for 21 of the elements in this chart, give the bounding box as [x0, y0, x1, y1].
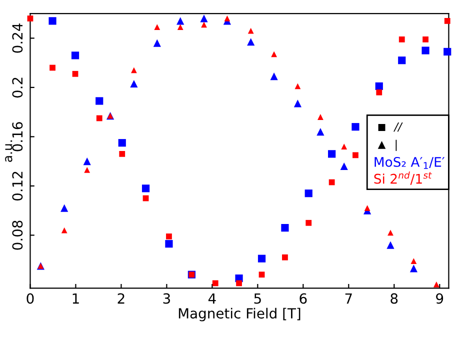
x-tick-label: 3	[163, 293, 170, 304]
annotation: MoS₂ A′$_{1}$/E′	[374, 156, 445, 169]
x-tick-label: 9	[436, 293, 444, 304]
x-tick-label: 6	[300, 293, 307, 304]
y-tick-label: 0.08	[12, 220, 23, 250]
annotation: //	[394, 122, 403, 132]
y-axis-title: a.u.	[5, 140, 12, 162]
y-tick-label: 0.12	[12, 172, 23, 200]
x-tick-label: 2	[118, 293, 124, 304]
annotation: |	[396, 140, 397, 151]
x-tick-label: 7	[345, 293, 352, 304]
x-tick-label: 8	[390, 293, 398, 304]
x-axis-title: Magnetic Field [T]	[178, 308, 300, 322]
x-tick-label: 0	[26, 293, 34, 304]
y-tick-label: 0.24	[12, 24, 23, 53]
x-tick-label: 1	[72, 293, 79, 304]
annotation: Si 2$^{nd}$/1$^{st}$	[374, 172, 432, 185]
x-tick-label: 5	[254, 293, 261, 304]
y-tick-label: 0.2	[12, 78, 23, 98]
y-tick-label: 0.16	[12, 122, 23, 152]
x-tick-label: 4	[208, 293, 216, 304]
